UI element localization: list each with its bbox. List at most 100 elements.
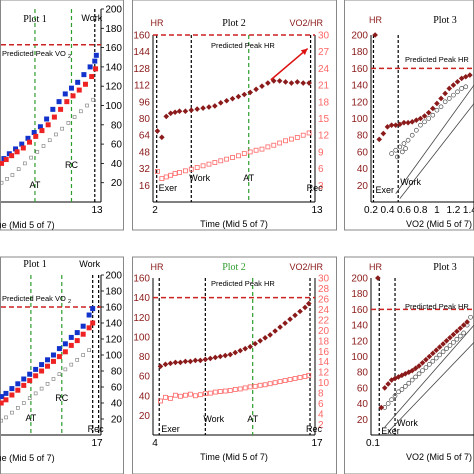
y-tick-label: 200: [351, 31, 368, 42]
right-axis-label: VO2/HR: [289, 18, 323, 28]
panel-p1bot: Plot 1 20 40 60 80 100 120 140 160 180 200 Predicte…: [0, 256, 124, 474]
hr-point: [417, 115, 424, 122]
hr-point: [462, 73, 469, 80]
data-point: [72, 115, 77, 119]
y-tick-label: 60: [111, 140, 123, 151]
peak-label: Predicted Peak VO: [2, 294, 66, 303]
hr-point: [192, 357, 199, 364]
hr-point: [157, 363, 164, 370]
open-point: [389, 151, 394, 156]
vo2hr-point: [236, 153, 241, 159]
y-tick-label: 120: [105, 82, 122, 93]
y-tick-label: 96: [139, 97, 151, 108]
y-tick-label: 160: [133, 31, 150, 42]
hr-point: [306, 80, 312, 86]
vo2hr-point: [277, 140, 283, 146]
y-tick-label: 20: [357, 415, 369, 426]
y-right-tick-label: 28: [318, 284, 330, 295]
data-point: [29, 155, 33, 160]
vo2hr-point: [283, 138, 288, 144]
y-tick-label: 20: [139, 411, 151, 422]
data-point: [60, 126, 64, 131]
panel-p1top: Plot 120406080100120140160180200Predicte…: [0, 0, 124, 231]
hr-point: [200, 105, 206, 111]
plot-title: Plot 1: [23, 259, 47, 270]
data-point: [76, 87, 82, 93]
vo2hr-point: [163, 174, 169, 180]
vo2hr-point: [197, 392, 203, 398]
vo2hr-point: [242, 385, 248, 391]
open-point: [426, 116, 431, 121]
hr-point: [380, 130, 387, 137]
data-point: [31, 130, 37, 136]
open-point: [433, 355, 439, 361]
arrow-head: [300, 48, 308, 56]
vo2hr-point: [163, 394, 168, 400]
open-point: [455, 89, 460, 95]
data-point: [45, 381, 50, 386]
vo2hr-point: [173, 392, 178, 398]
hr-point: [282, 320, 288, 326]
y-tick-label: 112: [134, 81, 150, 92]
y-tick-label: 160: [351, 305, 368, 316]
open-point: [457, 333, 463, 339]
hr-point: [376, 136, 383, 143]
exer-label: Exer: [161, 424, 180, 434]
peak-label: Predicted Peak VO: [2, 49, 66, 58]
hr-point: [253, 86, 259, 93]
y-tick-label: 40: [357, 164, 369, 175]
rec-label: Rec: [88, 424, 105, 434]
vo2hr-point: [292, 376, 298, 381]
y-right-tick-label: 12: [318, 131, 330, 142]
vo2hr-point: [241, 151, 247, 156]
y-tick-label: 40: [139, 391, 151, 402]
y-tick-label: 120: [133, 313, 150, 324]
y-tick-label: 140: [105, 319, 122, 330]
peak-label: Predicted Peak HR: [405, 302, 469, 311]
data-point: [16, 405, 20, 410]
vo2hr-point: [178, 393, 183, 399]
y-tick-label: 16: [139, 181, 151, 192]
hr-point: [207, 355, 214, 362]
open-point: [468, 314, 473, 320]
hr-point: [194, 106, 200, 112]
data-point: [27, 378, 33, 384]
reference-diagonal: [395, 84, 474, 194]
y-right-tick-label: 30: [318, 274, 330, 285]
y-right-tick-label: 30: [318, 31, 330, 42]
left-axis-label: HR: [151, 262, 164, 272]
x-tick-label: 13: [311, 205, 323, 216]
vo2hr-point: [300, 132, 306, 138]
x-tick-label: 4: [152, 438, 158, 449]
data-point: [0, 400, 4, 406]
hr-point: [188, 107, 195, 113]
data-point: [45, 363, 51, 369]
open-point: [413, 374, 418, 380]
vo2hr-point: [224, 156, 230, 162]
x-tick-label: 0.8: [413, 205, 427, 216]
data-point: [56, 99, 62, 105]
y-tick-label: 160: [351, 64, 368, 75]
vo2hr-point: [237, 386, 243, 392]
open-point: [418, 122, 423, 128]
vo2hr-point: [187, 391, 193, 397]
hr-point: [409, 367, 415, 374]
y-tick-label: 32: [139, 164, 151, 175]
hr-point: [288, 80, 295, 86]
data-point: [37, 124, 43, 130]
y-tick-label: 200: [105, 5, 122, 16]
y-tick-label: 120: [351, 336, 368, 347]
data-point: [66, 121, 71, 125]
y-tick-label: 20: [111, 415, 123, 426]
hr-point: [265, 80, 271, 86]
peak-label: Predicted Peak HR: [211, 279, 275, 288]
y-tick-label: 20: [111, 178, 123, 189]
exer-label: Exer: [159, 183, 178, 193]
hr-point: [242, 345, 249, 352]
rc-label: RC: [65, 160, 78, 170]
data-point: [14, 149, 20, 155]
vo2hr-point: [272, 380, 278, 386]
y-right-tick-label: 18: [318, 336, 330, 347]
data-point: [15, 381, 21, 387]
